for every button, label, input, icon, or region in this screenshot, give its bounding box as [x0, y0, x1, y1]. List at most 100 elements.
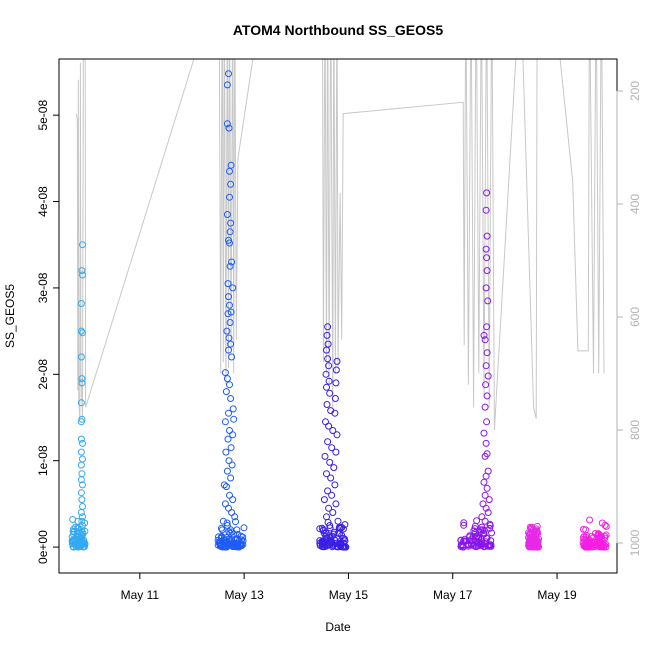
- y-axis-label: SS_GEOS5: [3, 284, 17, 348]
- data-point: [482, 206, 490, 214]
- data-point: [472, 529, 479, 537]
- data-point: [325, 504, 333, 512]
- data-point: [225, 346, 232, 354]
- data-point: [334, 517, 342, 525]
- right-axis: 200 400 600 800 1000: [616, 81, 642, 556]
- data-point: [333, 357, 341, 365]
- data-point: [81, 543, 88, 550]
- data-point: [527, 534, 535, 542]
- y-tick-label: 4e-08: [36, 186, 50, 217]
- data-point: [320, 496, 328, 504]
- data-point: [79, 481, 86, 489]
- data-point: [602, 522, 610, 530]
- data-point: [226, 239, 233, 247]
- data-point: [225, 504, 232, 512]
- data-point: [224, 280, 232, 288]
- data-point: [329, 427, 337, 434]
- right-tick-label: 800: [628, 420, 642, 440]
- y-tick-label: 2e-08: [36, 359, 50, 390]
- data-point: [325, 377, 333, 385]
- data-point: [316, 537, 324, 545]
- data-point: [481, 540, 489, 547]
- data-point: [226, 491, 233, 499]
- data-point: [226, 167, 233, 175]
- data-point: [230, 415, 238, 423]
- data-point: [326, 538, 334, 546]
- data-point: [481, 452, 489, 460]
- data-point: [321, 452, 329, 460]
- data-point: [77, 327, 85, 335]
- data-point: [583, 536, 591, 544]
- data-point: [226, 193, 233, 201]
- data-point: [329, 509, 337, 516]
- data-point: [223, 211, 231, 218]
- data-point: [484, 297, 492, 305]
- data-point: [325, 362, 333, 370]
- data-point: [601, 532, 609, 540]
- data-point: [483, 232, 491, 240]
- data-point: [598, 519, 606, 527]
- data-point: [225, 70, 232, 78]
- data-point: [473, 543, 480, 551]
- data-point: [232, 518, 239, 526]
- data-point: [78, 375, 86, 383]
- data-point: [226, 262, 234, 270]
- data-point: [218, 526, 226, 534]
- data-point: [330, 528, 338, 536]
- data-point: [226, 228, 234, 236]
- data-point: [525, 543, 533, 550]
- data-point: [322, 370, 330, 378]
- data-point: [483, 267, 491, 275]
- data-point: [227, 219, 235, 227]
- data-point: [325, 422, 333, 430]
- data-point: [323, 331, 331, 339]
- data-point: [316, 525, 324, 533]
- data-point: [594, 542, 601, 550]
- y-tick-label: 5e-08: [36, 100, 50, 131]
- data-point: [480, 429, 488, 437]
- data-point: [459, 543, 467, 551]
- data-point: [457, 536, 465, 544]
- data-point: [339, 525, 347, 533]
- data-point: [326, 458, 334, 466]
- data-point: [339, 534, 347, 542]
- data-point: [322, 418, 329, 426]
- data-point: [471, 525, 479, 533]
- data-point: [226, 381, 233, 389]
- data-point: [74, 524, 82, 532]
- y-tick-label: 1e-08: [36, 445, 50, 476]
- data-point: [482, 472, 490, 480]
- right-tick-label: 400: [628, 194, 642, 214]
- pressure-line-layer: [75, 59, 605, 431]
- data-point: [336, 540, 344, 548]
- right-tick-label: 1000: [628, 529, 642, 556]
- data-point: [69, 538, 77, 546]
- data-point: [481, 403, 489, 411]
- data-point: [482, 538, 490, 546]
- data-point: [598, 542, 606, 550]
- data-point: [221, 500, 229, 508]
- data-point: [229, 431, 237, 439]
- data-point: [487, 537, 495, 545]
- x-axis-label: Date: [325, 620, 351, 634]
- data-point: [227, 395, 235, 402]
- data-point: [222, 388, 230, 396]
- data-point: [232, 541, 240, 549]
- data-point: [328, 532, 336, 540]
- data-point: [483, 349, 491, 357]
- data-point: [222, 483, 230, 491]
- data-point: [223, 375, 231, 383]
- data-point: [228, 461, 236, 469]
- data-point: [486, 524, 494, 532]
- data-point: [226, 529, 234, 537]
- data-point: [70, 525, 78, 533]
- data-point: [324, 438, 332, 446]
- data-point: [226, 319, 234, 326]
- data-point: [68, 533, 76, 541]
- data-point: [480, 478, 488, 486]
- data-point: [79, 513, 86, 521]
- data-point: [223, 327, 231, 335]
- data-point: [533, 528, 541, 536]
